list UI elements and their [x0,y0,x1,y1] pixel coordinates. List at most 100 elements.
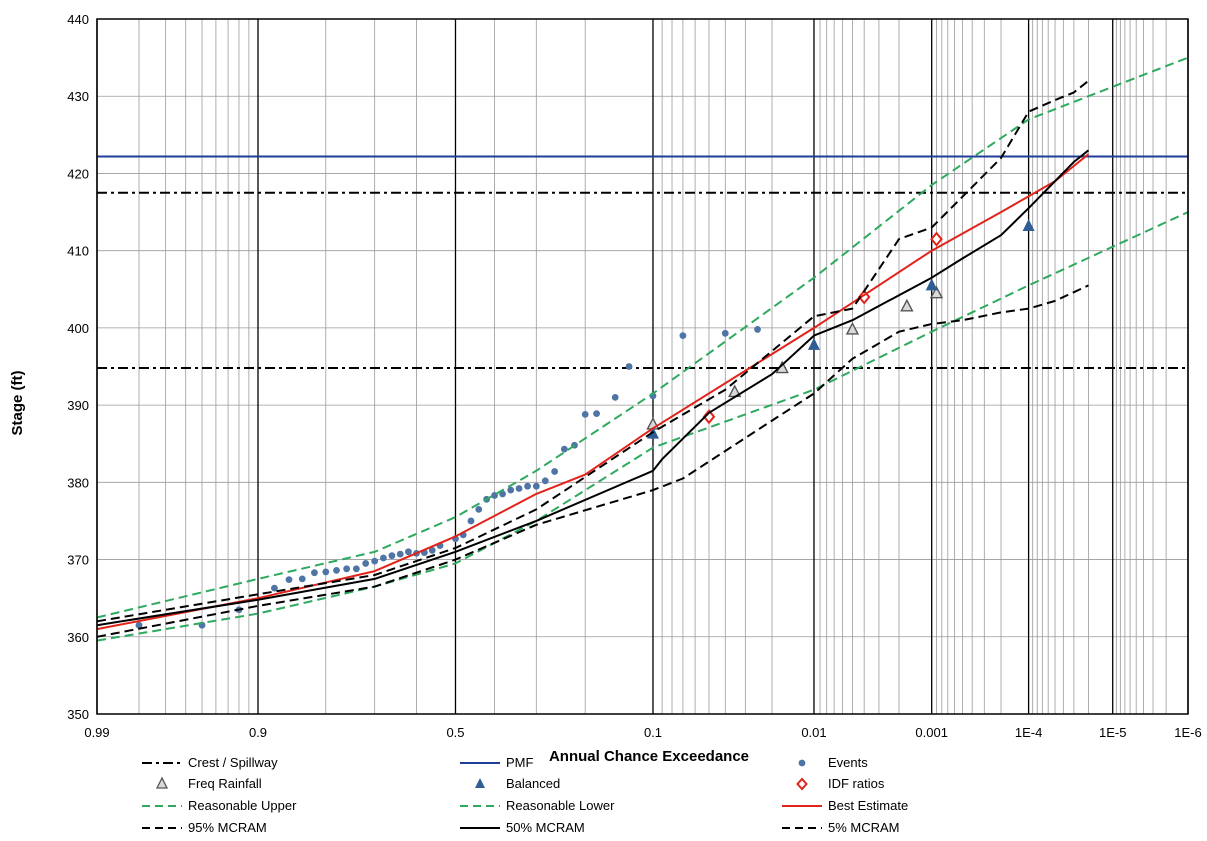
data-point [428,546,436,554]
plot-frame [96,18,1189,715]
data-point [298,575,306,583]
legend-item: Reasonable Upper [142,798,297,813]
data-point [271,584,278,592]
x-tick-label: 1E-5 [1099,725,1126,740]
y-tick-label: 410 [67,244,89,259]
data-point [322,568,330,576]
y-tick-label: 370 [67,553,89,568]
data-point [929,285,944,299]
y-tick-label: 380 [67,475,89,490]
data-point [930,231,943,247]
data-point [371,557,379,565]
legend-item: Best Estimate [782,798,908,813]
y-axis-title: Stage (ft) [9,371,26,436]
data-point [754,326,761,333]
data-point [396,550,404,558]
x-tick-label: 0.99 [84,725,109,740]
data-point [807,337,820,350]
legend-item: Events [798,755,868,770]
data-point [845,321,860,335]
y-tick-label: 440 [67,12,89,27]
y-tick-label: 390 [67,398,89,413]
data-point [135,621,143,629]
data-point [285,576,293,584]
series-95-mcram [96,80,1090,623]
data-point [333,566,340,574]
series-layer [96,56,1189,642]
data-point [475,505,483,513]
data-point [611,393,619,401]
data-point [524,482,531,490]
legend-swatch [798,759,806,767]
series-line [96,80,1090,623]
y-tick-label: 350 [67,707,89,722]
data-point [679,332,687,340]
data-point [702,409,716,425]
series-5-mcram [96,284,1089,638]
legend-item: 95% MCRAM [142,820,267,835]
legend-item: Freq Rainfall [155,776,262,791]
legend-label: Crest / Spillway [188,755,278,770]
x-tick-label: 1E-4 [1015,725,1042,740]
legend-item: Reasonable Lower [460,798,615,813]
data-point [352,565,360,573]
series-line [96,56,1189,619]
y-tick-label: 360 [67,630,89,645]
series-line [96,149,1090,627]
data-point [721,329,729,337]
legend-label: 50% MCRAM [506,820,585,835]
legend-label: Freq Rainfall [188,776,262,791]
series-50-mcram [96,149,1090,627]
legend-item: 50% MCRAM [460,820,585,835]
series-line [96,284,1089,638]
series-best-estimate [96,153,1090,631]
legend-swatch [475,778,485,788]
data-point [1022,218,1035,231]
legend-item: PMF [460,755,534,770]
data-point [362,560,370,567]
legend-label: 5% MCRAM [828,820,900,835]
legend-item: IDF ratios [796,776,885,791]
data-point [311,569,318,577]
legend-swatch [155,776,169,789]
legend: Crest / Spillway PMF Events Freq Rainfall Ba… [142,755,908,835]
legend-label: PMF [506,755,534,770]
data-point [541,477,549,485]
data-point [380,554,387,562]
data-point [343,565,351,573]
x-tick-label: 0.01 [801,725,826,740]
x-axis-title: Annual Chance Exceedance [549,748,749,765]
data-point [625,363,633,370]
data-point [551,468,559,475]
x-tick-label: 1E-6 [1174,725,1201,740]
data-point [405,548,412,556]
data-point [925,278,938,291]
y-tick-label: 400 [67,321,89,336]
data-point [593,410,600,418]
legend-label: Events [828,755,868,770]
x-tick-label: 0.1 [644,725,662,740]
y-tick-label: 430 [67,89,89,104]
legend-label: Best Estimate [828,798,908,813]
data-point [900,298,914,312]
legend-item: 5% MCRAM [782,820,900,835]
data-point [560,445,568,453]
data-point [515,485,523,492]
x-tick-label: 0.001 [915,725,948,740]
legend-swatch [796,777,808,791]
data-point [532,482,540,490]
legend-label: IDF ratios [828,776,885,791]
x-tick-label: 0.5 [446,725,464,740]
data-point [507,486,515,494]
legend-label: 95% MCRAM [188,820,267,835]
axes: 350 360 370 380 390 400 410 420 430 440 0.99 0.9 0.5… [67,12,1201,740]
series-line [96,211,1189,642]
data-point [467,517,475,525]
data-point [388,552,396,560]
legend-label: Reasonable Lower [506,798,615,813]
series-crest-spillway [97,191,1188,370]
legend-item: Balanced [475,776,560,791]
y-tick-label: 420 [67,166,89,181]
series-reasonable-upper [96,56,1189,619]
